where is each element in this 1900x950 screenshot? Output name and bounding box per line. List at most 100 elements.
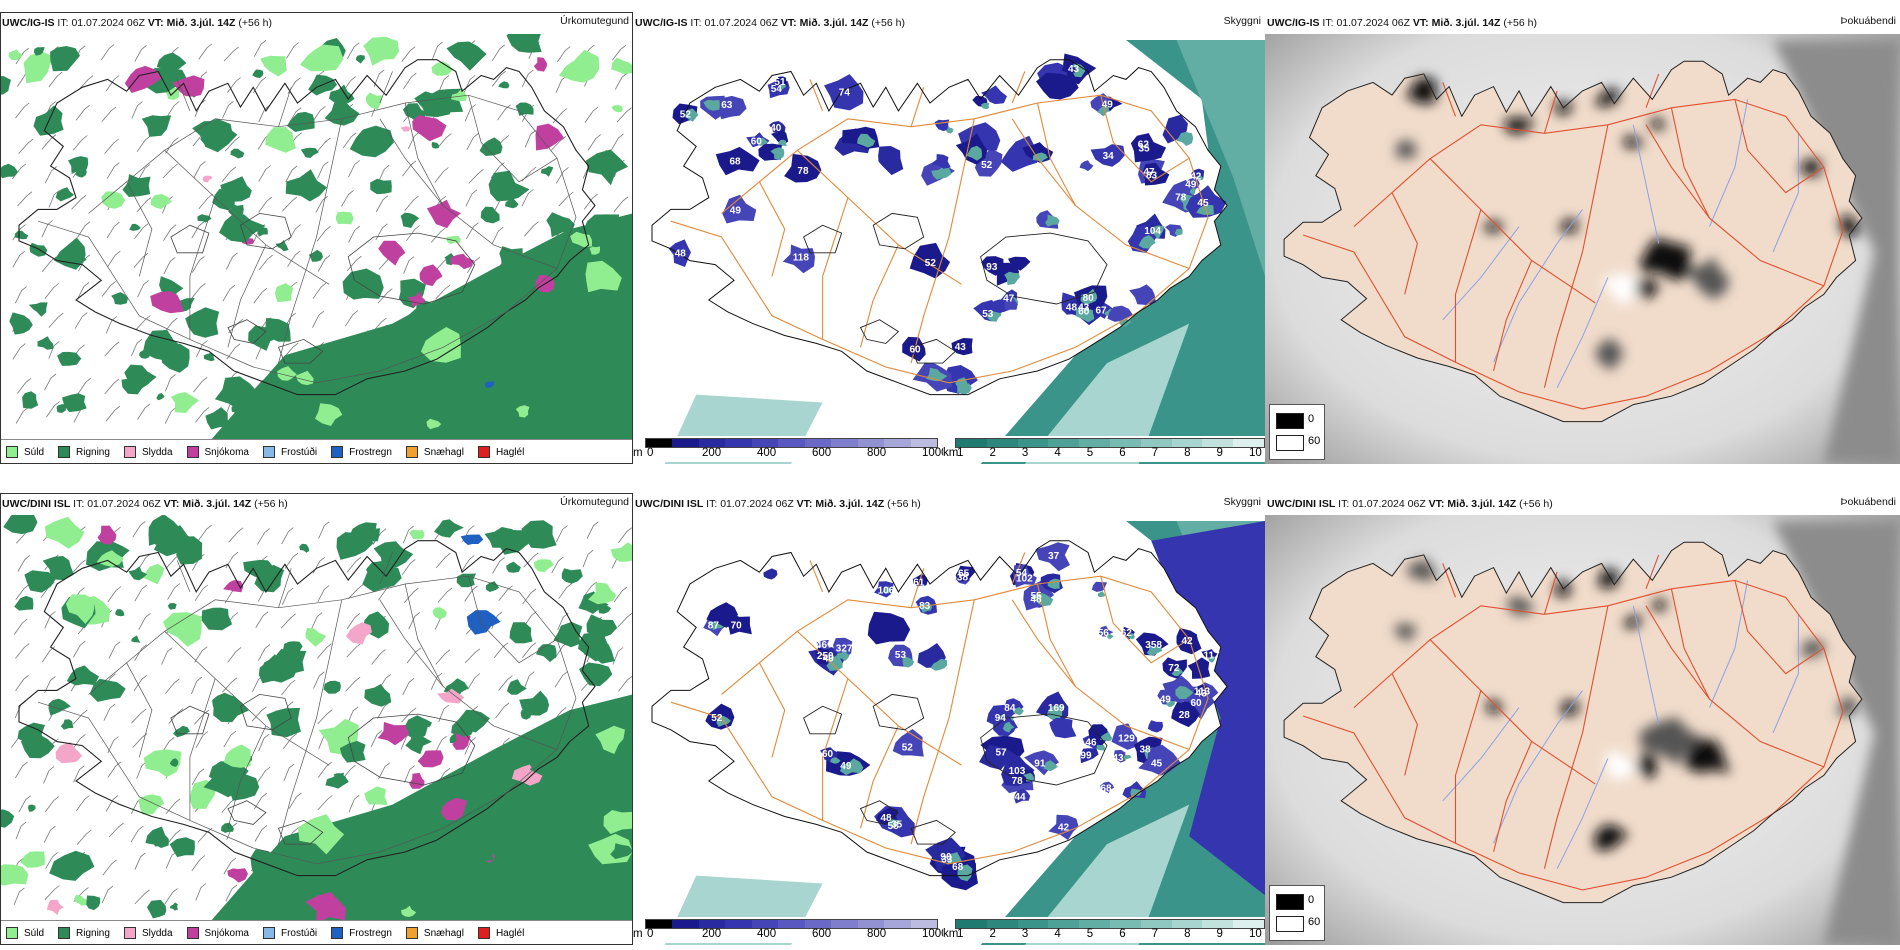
forecast-run-info: UWC/IG-IS IT: 01.07.2024 06Z VT: Mið. 3.… [635,17,905,29]
cloud-base-label: 87 [708,621,720,632]
legend-label: Frostregn [349,927,392,939]
vt-label: VT: [780,17,797,29]
legend-swatch [123,446,136,458]
scale-color-step [672,920,699,928]
legend-label: Slydda [141,927,173,939]
cloud-base-label: 60 [910,344,922,355]
cloud-base-label: 60 [1078,307,1090,318]
scale-tick-label: 8 [1184,447,1191,459]
scale-tick-label: 4 [1054,928,1061,940]
legend-item: Slydda [123,446,173,458]
fog-panel-titlebar: UWC/DINI ISL IT: 01.07.2024 06Z VT: Mið.… [1265,493,1900,515]
cloud-base-cells [703,542,1219,891]
cloud-base-label: 68 [1101,784,1113,795]
scale-color-step [698,920,726,928]
scale-tick-label: 600 [812,928,832,940]
cloud-base-label: 35 [1139,144,1151,155]
cloud-base-label: 94 [995,713,1007,724]
it-value: 01.07.2024 06Z [1336,17,1410,29]
cloud-base-label: 53 [895,650,907,661]
cloud-base-label: 83 [919,601,931,612]
cloud-base-label: 48 [675,248,687,259]
cloud-base-label: 54 [771,84,783,95]
visibility-scale: km 1 2 3 4 5 6 7 8 9 10 [943,436,1265,462]
cloud-base-label: 51 [774,77,786,88]
cloud-base-scale-colors [645,438,938,448]
cloud-base-scale: m 0 200 400 600 800 1000 [633,917,948,943]
cloud-base-label: 65 [958,568,970,579]
cloud-base-label: 63 [721,100,733,111]
legend-swatch [186,927,199,939]
cloud-base-label: 28 [1179,710,1191,721]
scale-color-step [1233,439,1264,447]
scale-unit: km [943,447,959,459]
cloud-base-label: 48 [1031,595,1043,606]
precip-cells [0,509,633,924]
cloud-base-label: 169 [1048,703,1065,714]
scale-tick-label: 7 [1151,447,1159,459]
vt-value: Mið. 3.júl. 14Z [182,498,252,510]
fog-legend-label: 60 [1308,916,1321,928]
legend-label: Haglél [495,446,525,458]
rain-area-south [189,694,633,945]
scale-color-step [804,920,832,928]
cloud-base-scale: m 0 200 400 600 800 1000 [633,436,948,462]
fog-index-legend: 0 60 [1269,404,1325,460]
cloud-base-label: 74 [839,88,851,99]
scale-color-step [698,439,726,447]
snow-area [378,240,475,308]
precip-type-legend: Súld Rigning Slydda Snjókoma Frostúði Frostre… [0,439,633,464]
scale-tick-label: 200 [702,447,722,459]
cloud-base-label: 58 [888,821,900,832]
legend-item: Frostúði [262,927,317,939]
legend-item: Haglél [477,927,524,939]
scale-tick-label: 9 [1216,447,1223,459]
cloud-base-label: 57 [996,748,1008,759]
cloud-base-label: 49 [730,206,742,217]
legend-item: Frostregn [331,446,392,458]
fog-legend-label: 0 [1308,413,1315,425]
model: UWC/DINI ISL [635,498,704,510]
vt-label: VT: [796,498,813,510]
forecast-run-info: UWC/DINI ISL IT: 01.07.2024 06Z VT: Mið.… [1267,498,1553,510]
model: UWC/IG-IS [1267,17,1320,29]
lead: (+56 h) [1503,17,1537,29]
cloud-base-label: 54 [1016,568,1028,579]
scale-color-step [1048,439,1080,447]
cloud-base-label: 53 [982,309,994,320]
cloud-base-label: 68 [952,862,964,873]
scale-color-step [1202,439,1234,447]
cloud-base-label: 358 [1145,640,1162,651]
forecast-run-info: UWC/DINI ISL IT: 01.07.2024 06Z VT: Mið.… [2,498,288,510]
cloud-base-label: 113 [1194,687,1211,698]
legend-label: Rigning [76,927,110,939]
legend-item: Snjókoma [186,927,249,939]
lead: (+56 h) [254,498,288,510]
scale-unit: m [633,447,643,459]
scale-color-step [910,439,937,447]
scale-color-step [751,439,779,447]
cloud-base-label: 99 [1080,750,1092,761]
cloud-base-label: 78 [1175,193,1187,204]
scale-tick-label: 1 [957,447,964,459]
cloud-base-label: 118 [793,253,810,264]
cloud-base-label: 34 [1103,151,1115,162]
scale-tick-label: 7 [1151,928,1159,940]
scale-tick-label: 3 [1021,928,1029,940]
precip-panel-title: Úrkomutegund [560,496,629,508]
scale-tick-label: 10 [1249,447,1262,459]
cloud-base-label: 52 [902,742,914,753]
cloud-base-label: 55 [1031,591,1043,602]
precip-panel-titlebar: UWC/IG-IS IT: 01.07.2024 06Z VT: Mið. 3.… [0,12,633,34]
scale-tick-label: 6 [1119,447,1126,459]
legend-swatch [58,927,71,939]
legend-label: Frostúði [280,446,318,458]
cloud-base-label: 84 [1004,703,1016,714]
cloud-base-labels: 7867604534434952435249546048477447424348… [675,64,1209,355]
precip-type-legend: Súld Rigning Slydda Snjókoma Frostúði Frostre… [0,920,633,945]
cloud-base-label: 104 [1144,226,1161,237]
legend-item: Frostregn [331,927,392,939]
fog-legend-label: 0 [1308,894,1315,906]
scale-tick-label: 6 [1119,928,1126,940]
cloud-base-label: 42 [1190,171,1202,182]
